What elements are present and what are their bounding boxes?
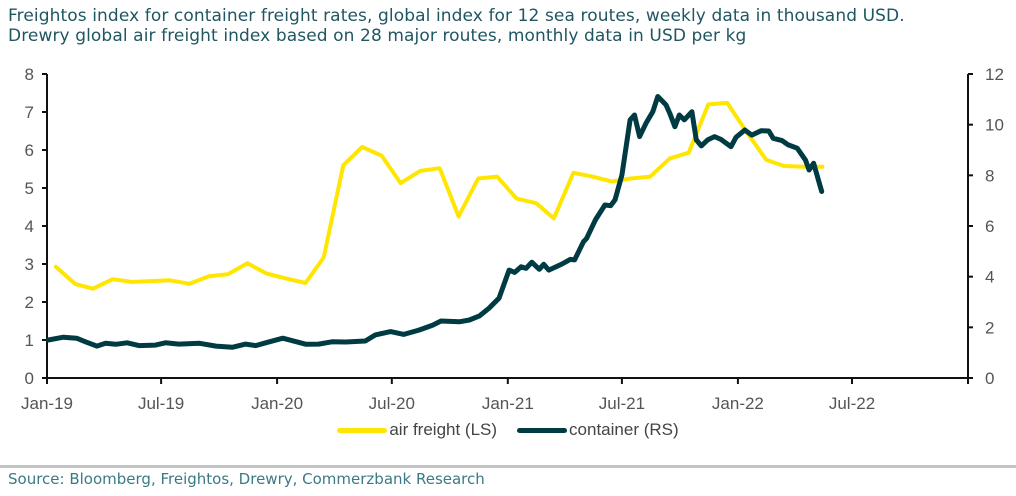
x-tick-label: Jan-22 (712, 394, 764, 413)
x-tick-label: Jan-20 (251, 394, 303, 413)
air-freight-series-line (53, 100, 825, 291)
legend-swatch-air-freight (337, 427, 388, 433)
legend-item-container: container (RS) (517, 420, 679, 440)
right-y-tick-label: 0 (985, 369, 994, 388)
legend-label-air-freight: air freight (LS) (389, 420, 498, 439)
right-y-tick-label: 4 (985, 268, 994, 287)
left-y-tick-label: 4 (25, 217, 34, 236)
footer-divider (0, 465, 1016, 468)
x-tick-label: Jul-22 (829, 394, 875, 413)
left-y-tick-label: 2 (25, 293, 34, 312)
left-y-tick-label: 8 (25, 65, 34, 84)
right-y-tick-label: 2 (985, 318, 994, 337)
left-y-tick-label: 1 (25, 331, 34, 350)
chart-title-line-2: Drewry global air freight index based on… (8, 26, 747, 46)
legend-swatch-container (517, 427, 568, 433)
legend-item-air-freight: air freight (LS) (337, 420, 497, 440)
container-series-line (45, 94, 825, 350)
x-tick-label: Jul-19 (138, 394, 184, 413)
x-tick-label: Jul-20 (369, 394, 415, 413)
legend: air freight (LS) container (RS) (0, 420, 1016, 440)
right-y-tick-label: 12 (985, 65, 1004, 84)
right-y-tick-label: 6 (985, 217, 994, 236)
legend-label-container: container (RS) (569, 420, 679, 439)
source-note: Source: Bloomberg, Freightos, Drewry, Co… (8, 470, 485, 488)
left-y-tick-label: 7 (25, 103, 34, 122)
left-y-tick-label: 3 (25, 255, 34, 274)
left-y-tick-label: 0 (25, 369, 34, 388)
left-y-tick-label: 6 (25, 141, 34, 160)
right-y-tick-label: 8 (985, 166, 994, 185)
chart-title-line-1: Freightos index for container freight ra… (8, 6, 905, 26)
x-tick-label: Jul-21 (599, 394, 645, 413)
right-y-tick-label: 10 (985, 116, 1004, 135)
left-y-tick-label: 5 (25, 179, 34, 198)
x-tick-label: Jan-21 (482, 394, 534, 413)
x-tick-label: Jan-19 (21, 394, 73, 413)
